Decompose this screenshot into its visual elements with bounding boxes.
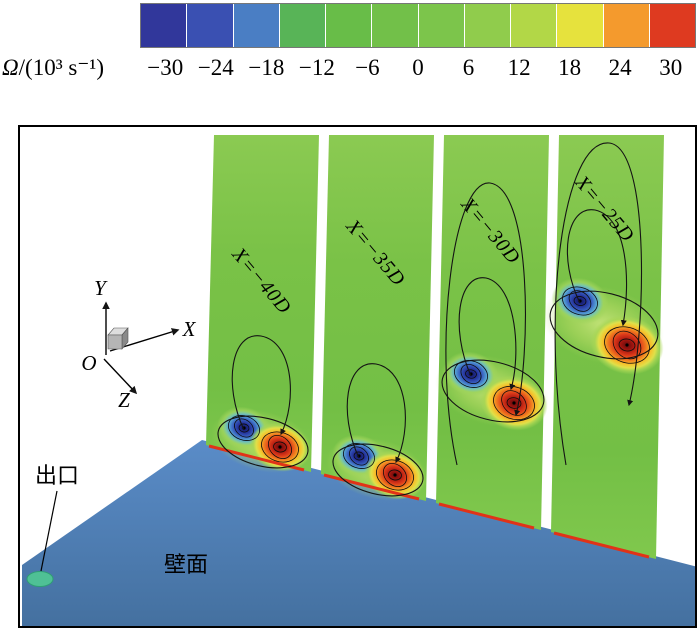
colorbar-tick: 0	[412, 55, 424, 80]
z-axis-label: Z	[118, 388, 130, 412]
streamline-loop	[549, 290, 659, 360]
scene-canvas: 出口 壁面 Y X Z O	[22, 135, 695, 626]
colorbar	[140, 3, 696, 48]
colorbar-ticks: −30 −24 −18 −12 −6 0 6 12 18 24 30	[140, 55, 696, 85]
colorbar-tick: 18	[558, 55, 582, 80]
plot-area: 出口 壁面 Y X Z O	[18, 125, 697, 628]
colorbar-segment	[464, 4, 510, 47]
slice-plane-3: X=−30D	[435, 135, 549, 530]
colorbar-unit: /(10³ s⁻¹)	[18, 55, 104, 80]
origin-label: O	[81, 351, 96, 375]
colorbar-tick: 6	[462, 55, 475, 80]
plane-surface	[321, 135, 434, 501]
colorbar-segment	[279, 4, 325, 47]
streamline	[346, 363, 406, 464]
colorbar-segment	[418, 4, 464, 47]
slice-plane-2: X=−35D	[321, 135, 434, 501]
z-axis-arrow	[103, 358, 138, 395]
colorbar-tick: −18	[248, 55, 285, 80]
colorbar-tick: 12	[507, 55, 531, 80]
colorbar-symbol: Ω	[2, 55, 19, 80]
colorbar-segment	[649, 4, 695, 47]
colorbar-segment	[326, 4, 372, 47]
x-axis-label: X	[182, 317, 197, 341]
outlet-marker	[26, 571, 54, 587]
wall-heat-strip	[438, 502, 535, 530]
colorbar-tick: 30	[659, 55, 683, 80]
streamline	[458, 277, 517, 391]
wall-label: 壁面	[164, 552, 208, 577]
colorbar-tick: −24	[197, 55, 234, 80]
colorbar-segment	[141, 4, 187, 47]
axis-triad: Y X Z O	[81, 276, 196, 412]
wall-heat-strip	[553, 531, 650, 559]
streamline	[445, 182, 526, 466]
colorbar-tick: −6	[355, 55, 380, 80]
streamline	[566, 209, 628, 327]
slice-plane-4: X=−25D	[542, 135, 664, 559]
outlet-leader-line	[40, 490, 58, 572]
colorbar-segment	[603, 4, 649, 47]
colorbar-segment	[187, 4, 233, 47]
plane-surface	[436, 135, 549, 530]
slice-plane-1: X=−40D	[206, 135, 319, 473]
colorbar-segment	[233, 4, 279, 47]
wall-floor	[22, 440, 695, 626]
outlet-label: 出口	[35, 463, 79, 488]
streamline	[231, 335, 291, 436]
wall-heat-strip	[208, 444, 305, 472]
colorbar-tick: −12	[298, 55, 335, 80]
streamline-loop	[217, 415, 309, 469]
colorbar-segment	[372, 4, 418, 47]
streamline-loop	[441, 359, 545, 423]
colorbar-tick: −30	[147, 55, 184, 80]
colorbar-tick: 24	[608, 55, 632, 80]
colorbar-segment	[511, 4, 557, 47]
origin-cube-icon	[107, 327, 129, 350]
streamline-loop	[332, 443, 424, 497]
colorbar-label: Ω/(10³ s⁻¹)	[2, 55, 138, 85]
y-axis-label: Y	[94, 276, 108, 300]
colorbar-segment	[557, 4, 603, 47]
